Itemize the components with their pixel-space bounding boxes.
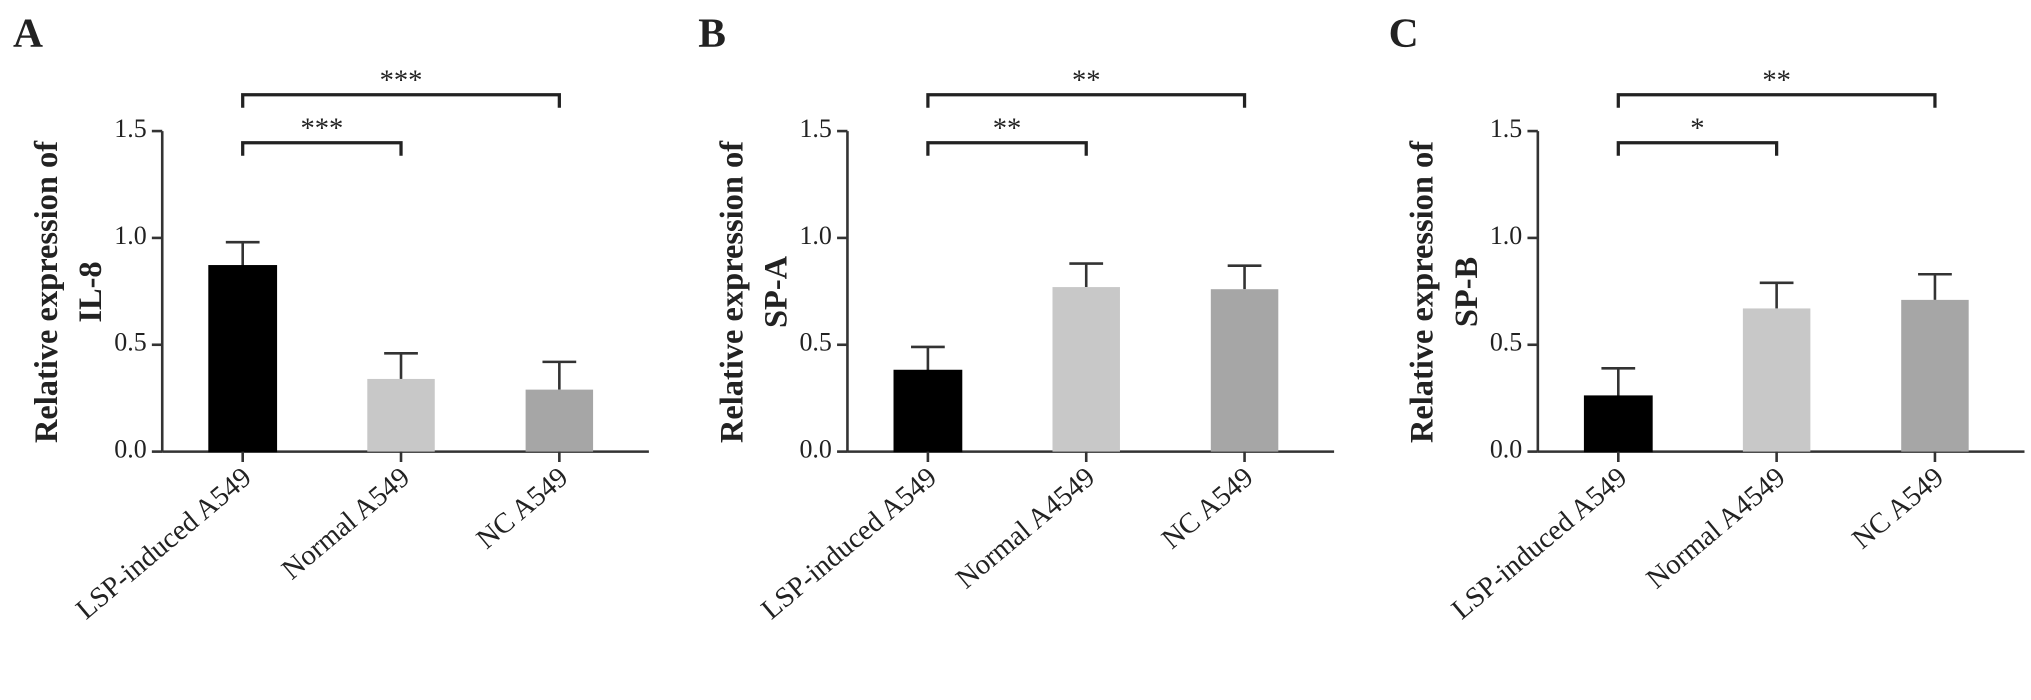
x-tick-label: LSP-induced A549 bbox=[756, 462, 943, 626]
y-axis-label: Relative expression of bbox=[1405, 140, 1441, 443]
panel: C Relative expression of SP-B 0.0 0.5 1.0 1.5 L… bbox=[1389, 10, 2025, 626]
y-tick-label: 1.0 bbox=[1490, 221, 1522, 250]
x-tick-label: LSP-induced A549 bbox=[71, 462, 258, 626]
bar bbox=[208, 265, 278, 453]
y-tick-label: 1.5 bbox=[1490, 114, 1522, 143]
significance-label: * bbox=[1690, 114, 1704, 145]
panel-label: C bbox=[1389, 10, 1419, 56]
significance-label: ** bbox=[993, 114, 1022, 145]
y-tick-label: 0.0 bbox=[799, 435, 831, 464]
y-tick-label: 1.5 bbox=[799, 114, 831, 143]
x-tick-label: Normal A4549 bbox=[1641, 462, 1792, 595]
bar bbox=[1901, 299, 1969, 452]
y-axis-label: Relative expression of bbox=[29, 140, 65, 443]
significance-label: *** bbox=[300, 114, 343, 145]
x-tick-label: NC A549 bbox=[1847, 462, 1950, 556]
panel-label: B bbox=[698, 10, 726, 56]
bar bbox=[525, 389, 594, 452]
significance-bracket bbox=[1616, 141, 1779, 156]
bar bbox=[367, 378, 435, 452]
x-tick-label: NC A549 bbox=[471, 462, 574, 556]
y-axis-label: SP-A bbox=[758, 255, 794, 328]
significance-bracket bbox=[926, 93, 1247, 108]
y-tick-label: 0.0 bbox=[1490, 435, 1522, 464]
significance-label: *** bbox=[380, 66, 423, 97]
panel: B Relative expression of SP-A 0.0 0.5 1.0 1.5 L… bbox=[698, 10, 1335, 626]
significance-label: ** bbox=[1762, 66, 1791, 97]
y-axis-label: Relative expression of bbox=[714, 140, 750, 443]
x-tick-label: LSP-induced A549 bbox=[1446, 462, 1633, 626]
significance-bracket bbox=[241, 141, 403, 156]
significance-bracket bbox=[926, 141, 1088, 156]
bar bbox=[1052, 287, 1120, 452]
y-tick-label: 0.0 bbox=[114, 435, 146, 464]
y-tick-label: 0.5 bbox=[1490, 328, 1522, 357]
y-axis-label: IL-8 bbox=[73, 261, 109, 322]
y-axis-label: SP-B bbox=[1449, 257, 1485, 327]
y-tick-label: 1.0 bbox=[799, 221, 831, 250]
significance-bracket bbox=[1616, 93, 1937, 108]
bar bbox=[1742, 308, 1811, 452]
bar bbox=[893, 369, 963, 453]
y-tick-label: 1.0 bbox=[114, 221, 146, 250]
y-tick-label: 1.5 bbox=[114, 114, 146, 143]
x-tick-label: Normal A549 bbox=[276, 462, 416, 586]
y-tick-label: 0.5 bbox=[114, 328, 146, 357]
bar bbox=[1583, 395, 1653, 453]
significance-label: ** bbox=[1072, 66, 1101, 97]
significance-bracket bbox=[241, 93, 561, 108]
y-tick-label: 0.5 bbox=[799, 328, 831, 357]
x-tick-label: Normal A4549 bbox=[951, 462, 1102, 595]
panel-label: A bbox=[13, 10, 43, 56]
x-tick-label: NC A549 bbox=[1156, 462, 1259, 556]
bar bbox=[1210, 289, 1279, 452]
panel: A Relative expression of IL-8 0.0 0.5 1.0 1.5 L… bbox=[13, 10, 649, 626]
